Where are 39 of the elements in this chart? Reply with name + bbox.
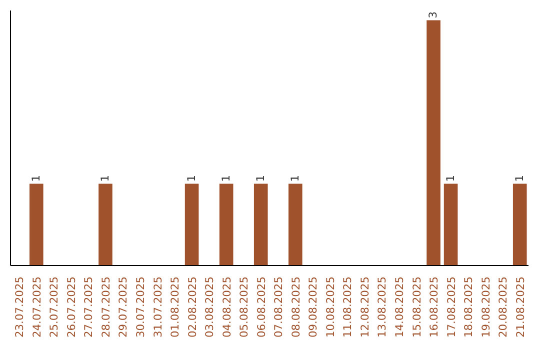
data-label: 1 [98,174,112,182]
x-tick-label: 16.08.2025 [428,276,441,338]
x-tick-label: 20.08.2025 [496,276,510,338]
x-tick-label: 21.08.2025 [514,276,527,338]
x-tick-label: 26.07.2025 [64,276,78,338]
x-tick-label: 02.08.2025 [186,276,199,338]
x-tick-label: 11.08.2025 [341,276,354,338]
data-label: 1 [444,174,457,182]
x-tick-label: 08.08.2025 [289,276,302,338]
x-tick-label: 28.07.2025 [99,276,112,338]
x-tick-label: 24.07.2025 [30,276,44,338]
data-label: 1 [184,174,198,182]
x-tick-label: 29.07.2025 [116,276,130,338]
x-tick-label: 10.08.2025 [324,276,337,338]
x-tick-label: 06.08.2025 [254,276,268,338]
x-tick-label: 30.07.2025 [134,276,147,338]
x-tick-label: 07.08.2025 [272,276,286,338]
data-label: 1 [512,174,526,182]
x-tick-label: 12.08.2025 [358,276,372,338]
data-label: 1 [288,174,302,182]
x-tick-label: 04.08.2025 [220,276,234,338]
x-tick-label: 17.08.2025 [444,276,458,338]
x-tick-label: 13.08.2025 [376,276,389,338]
x-tick-label: 25.07.2025 [48,276,61,338]
x-tick-label: 01.08.2025 [168,276,182,338]
x-tick-label: 31.07.2025 [151,276,164,338]
x-tick-label: 27.07.2025 [82,276,96,338]
data-label: 1 [29,174,42,182]
x-tick-label: 19.08.2025 [479,276,492,338]
data-label: 1 [254,174,267,182]
x-tick-label: 23.07.2025 [13,276,26,338]
x-tick-label: 03.08.2025 [203,276,216,338]
x-tick-label: 15.08.2025 [410,276,424,338]
data-label: 3 [426,12,440,18]
x-tick-label: 09.08.2025 [306,276,320,338]
x-tick-label: 18.08.2025 [462,276,476,338]
x-tick-label: 05.08.2025 [238,276,251,338]
data-label: 1 [219,174,232,182]
x-tick-label: 14.08.2025 [393,276,406,338]
